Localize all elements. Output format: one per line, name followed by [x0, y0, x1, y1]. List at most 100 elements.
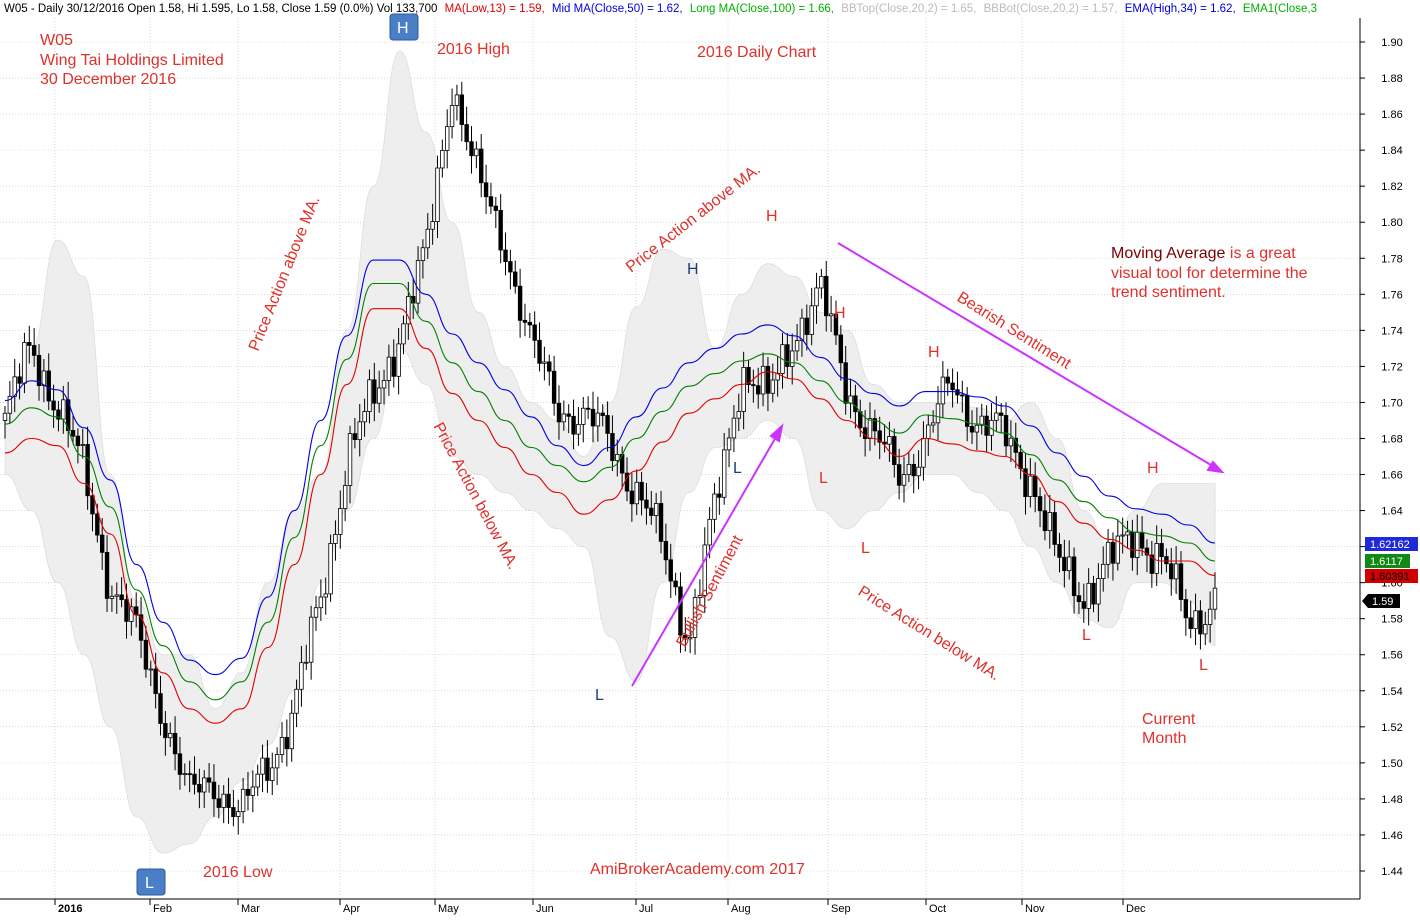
candle-body — [1018, 451, 1023, 470]
trend-arrows — [631, 242, 1225, 687]
candle — [765, 357, 771, 412]
candle-body — [1149, 554, 1155, 574]
swing-low-aug: L — [733, 460, 742, 477]
candle-body — [172, 732, 178, 755]
candle-body — [794, 340, 800, 352]
candle — [279, 722, 285, 763]
candle — [746, 359, 751, 393]
candle — [352, 417, 358, 449]
candle-body — [736, 411, 741, 419]
candle-body — [406, 296, 411, 325]
y-tick-label: 1.90 — [1381, 37, 1402, 49]
candle-body — [930, 422, 936, 426]
candle-body — [454, 94, 460, 106]
candle-body — [216, 798, 222, 808]
candle-body — [197, 783, 202, 793]
candle-body — [1125, 531, 1130, 536]
candle-body — [751, 384, 756, 387]
candle — [80, 428, 85, 459]
candle-body — [1144, 547, 1150, 556]
candle-body — [274, 754, 280, 769]
candle — [930, 410, 936, 433]
x-tick-label: Dec — [1126, 903, 1146, 915]
candle — [333, 520, 338, 561]
candle-body — [804, 317, 810, 335]
y-tick-label: 1.66 — [1381, 470, 1402, 482]
candle-body — [1052, 512, 1057, 545]
candle-body — [36, 354, 42, 386]
candle-body — [605, 415, 610, 434]
candle-body — [527, 321, 533, 326]
candle — [226, 777, 231, 824]
candle-body — [649, 507, 654, 516]
candle-body — [328, 543, 333, 595]
stock-info: W05 Wing Tai Holdings Limited 30 Decembe… — [40, 32, 224, 88]
candle — [513, 260, 518, 294]
candle — [313, 595, 319, 631]
candle — [119, 577, 124, 608]
candle-body — [785, 344, 790, 367]
candle — [731, 405, 737, 453]
candle-body — [887, 436, 892, 445]
candle-body — [853, 395, 858, 413]
candle-body — [236, 811, 241, 817]
candle-body — [673, 580, 678, 588]
candle — [872, 409, 878, 446]
candle-body — [508, 261, 513, 273]
candle-body — [590, 408, 596, 427]
candle — [595, 396, 601, 442]
candle — [721, 432, 727, 505]
candle — [449, 88, 455, 139]
candle-body — [231, 807, 236, 817]
candle — [1149, 540, 1155, 588]
header-bbtop: BBTop(Close,20,2) = 1.65, — [841, 3, 976, 15]
candle-body — [430, 221, 435, 230]
candle-body — [1067, 556, 1072, 572]
candle — [687, 623, 693, 654]
candle-body — [513, 271, 518, 287]
candle-body — [1062, 556, 1067, 572]
candle — [1076, 582, 1082, 614]
candle-body — [493, 205, 499, 211]
candle — [255, 764, 260, 796]
candle — [547, 354, 552, 386]
long-ma-line — [4, 259, 1216, 676]
candle — [940, 361, 946, 419]
candle-body — [799, 317, 805, 341]
long-ma-label-box — [1365, 537, 1418, 551]
candle — [785, 333, 790, 378]
candle-body — [551, 370, 557, 404]
candle-body — [896, 464, 902, 486]
candle — [605, 401, 610, 452]
candle-body — [119, 594, 124, 600]
candle — [435, 155, 440, 239]
candle — [1115, 519, 1121, 571]
candle-body — [1105, 541, 1111, 565]
candle-body — [17, 376, 22, 384]
candle-body — [960, 394, 965, 397]
candle-body — [877, 430, 882, 443]
ma-note-line1: Moving Average is a great — [1111, 245, 1296, 262]
candle-body — [85, 444, 90, 497]
candle-body — [1193, 610, 1198, 630]
watermark: AmiBrokerAcademy.com 2017 — [590, 861, 805, 878]
candle — [31, 328, 37, 367]
candle-body — [595, 412, 601, 427]
candle — [274, 747, 280, 785]
candle-body — [1110, 541, 1116, 564]
candle-body — [333, 533, 338, 544]
candle — [668, 543, 673, 598]
low-2016-marker-box — [136, 868, 166, 896]
swing-high-sep: H — [834, 305, 846, 322]
candle-body — [211, 781, 217, 800]
candle-body — [921, 437, 926, 468]
candle-body — [561, 413, 567, 423]
ma-note-rest: is a great — [1225, 245, 1296, 262]
candle-body — [979, 415, 984, 426]
candle-body — [809, 305, 814, 335]
y-tick-label: 1.82 — [1381, 181, 1402, 193]
candle — [974, 407, 980, 450]
candle — [153, 652, 158, 709]
candle — [289, 699, 294, 762]
candle — [790, 333, 795, 385]
